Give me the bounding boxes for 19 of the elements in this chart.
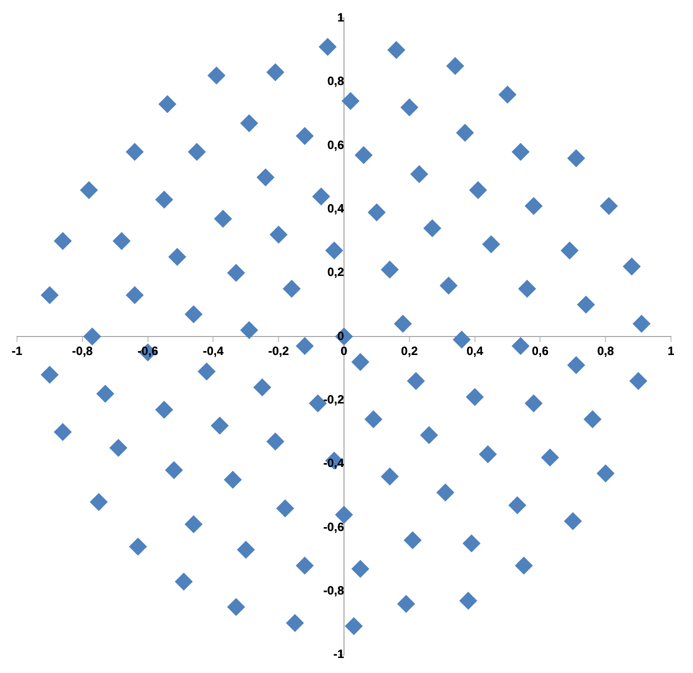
y-tick-label: 0,4 [327,201,344,216]
y-tick-label: -0,8 [323,583,344,598]
y-tick-label: -0,2 [323,392,344,406]
y-tick-label: -0,6 [323,520,344,534]
x-tick-label: -1 [12,344,23,358]
y-tick-label: 0,6 [327,138,344,152]
x-tick-label: 0,8 [597,344,614,358]
x-tick-label: -0,8 [72,344,94,358]
y-tick-label: 1 [337,10,344,25]
x-tick-label: 0,2 [401,344,418,358]
y-tick-label: 0,2 [327,265,344,280]
x-tick-label: -0,2 [268,344,290,358]
y-tick-label: -1 [333,647,344,662]
x-tick-label: 0,4 [466,344,484,358]
x-tick-label: -0,4 [202,344,224,358]
y-tick-label: 0 [337,328,344,343]
x-tick-label: 0,6 [532,344,549,358]
y-tick-label: 0,8 [327,74,344,88]
x-tick-label: 1 [668,344,675,358]
